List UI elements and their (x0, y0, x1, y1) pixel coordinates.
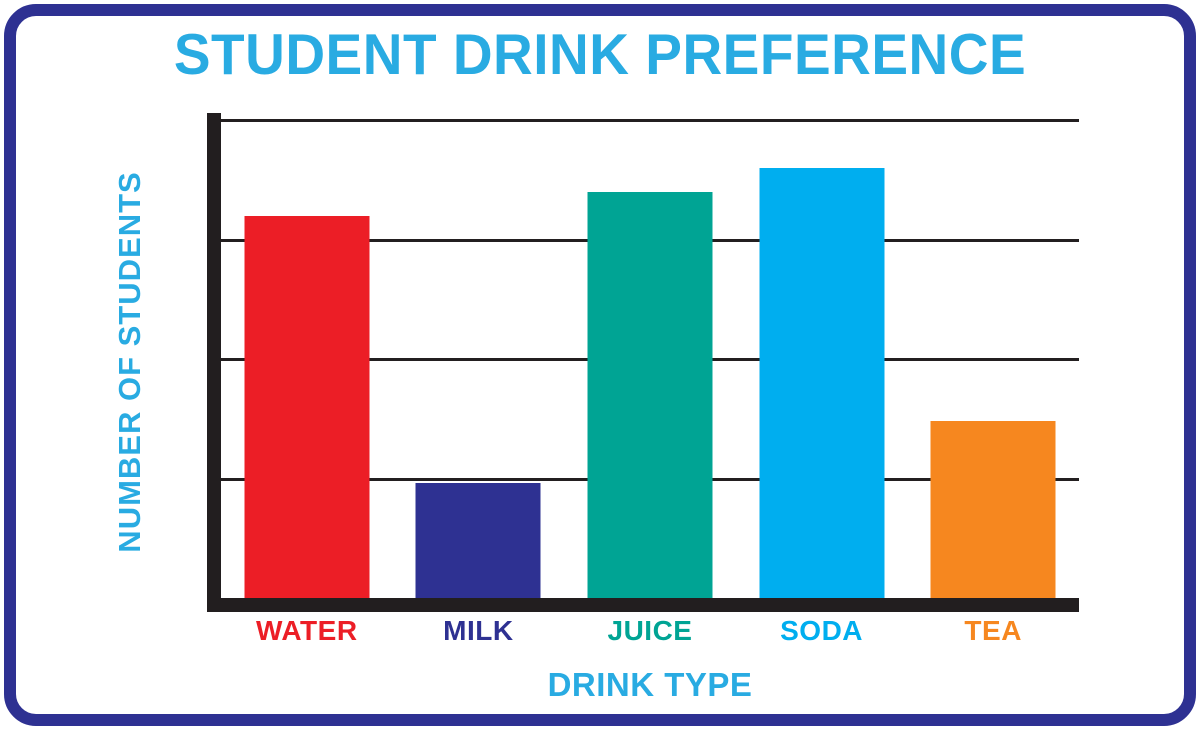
bar-column-tea (907, 120, 1079, 598)
y-axis-line (207, 113, 221, 612)
chart-title: STUDENT DRINK PREFERENCE (173, 21, 1027, 87)
plot-area (221, 119, 1079, 598)
bar-column-soda (736, 120, 908, 598)
bar-soda (759, 167, 885, 598)
category-label-milk: MILK (443, 615, 514, 646)
category-label-tea: TEA (964, 615, 1022, 646)
bar-column-water (221, 120, 393, 598)
x-axis-line (207, 598, 1079, 612)
bar-tea (930, 421, 1056, 598)
category-label-juice: JUICE (607, 615, 693, 646)
bar-column-milk (393, 120, 565, 598)
bar-water (244, 215, 370, 598)
category-label-water: WATER (256, 615, 358, 646)
category-label-soda: SODA (780, 615, 864, 646)
bar-milk (415, 483, 541, 598)
bar-column-juice (564, 120, 736, 598)
y-axis-title: NUMBER OF STUDENTS (112, 171, 147, 553)
bar-columns (221, 120, 1079, 598)
gridline-100 (221, 119, 1079, 122)
category-labels-row: WATER MILK JUICE SODA TEA (221, 615, 1079, 647)
x-axis-title: DRINK TYPE (547, 666, 753, 703)
bar-juice (587, 191, 713, 598)
